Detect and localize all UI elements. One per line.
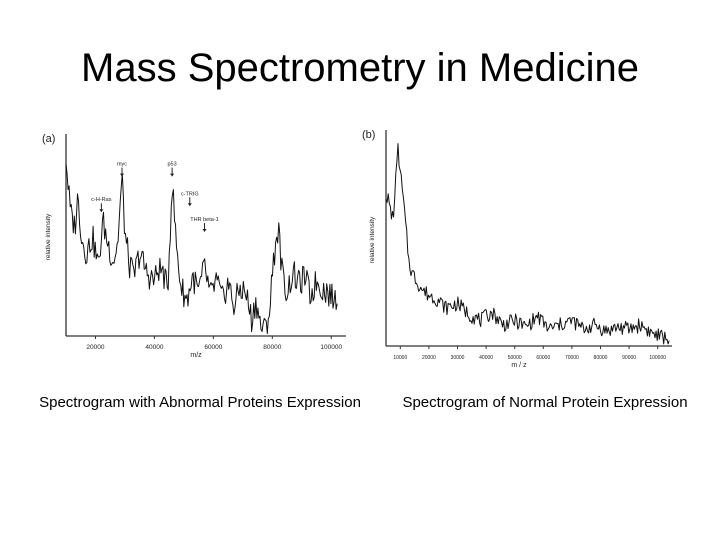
annotation-arrowhead bbox=[120, 173, 124, 177]
x-tick-label: 80000 bbox=[594, 355, 608, 361]
x-tick-label: 60000 bbox=[204, 344, 222, 351]
annotation-label: p53 bbox=[168, 162, 177, 168]
panel-label: (b) bbox=[362, 129, 375, 141]
spectrogram-abnormal: (a) 20000 40000 60000 80000 100000 m/z relative… bbox=[36, 128, 356, 368]
annotation-label: c-H-Ras bbox=[91, 197, 111, 203]
x-tick-label: 10000 bbox=[393, 355, 407, 361]
x-tick-label: 100000 bbox=[320, 344, 342, 351]
series-line-abnormal bbox=[65, 164, 338, 334]
x-tick-label: 80000 bbox=[263, 344, 281, 351]
x-tick-label: 40000 bbox=[145, 344, 163, 351]
panel-label: (a) bbox=[42, 133, 55, 145]
x-tick-label: 60000 bbox=[536, 355, 550, 361]
x-tick-label: 20000 bbox=[422, 355, 436, 361]
y-axis-label: relative intensity bbox=[369, 216, 376, 263]
caption-normal: Spectrogram of Normal Protein Expression bbox=[402, 394, 688, 411]
series-line-normal bbox=[385, 143, 670, 345]
x-tick-label: 90000 bbox=[622, 355, 636, 361]
spectrogram-normal-plot: (b) 10000 20000 30000 40000 50000 60000 70000 80… bbox=[362, 129, 672, 369]
x-axis-label: m / z bbox=[511, 362, 527, 368]
x-tick-label: 40000 bbox=[479, 355, 493, 361]
x-tick-label: 70000 bbox=[565, 355, 579, 361]
slide-title: Mass Spectrometry in Medicine bbox=[81, 46, 639, 90]
x-tick-label: 20000 bbox=[86, 344, 104, 351]
annotation-arrowhead bbox=[202, 229, 207, 233]
x-axis-label: m/z bbox=[190, 352, 202, 359]
y-axis-label: relative intensity bbox=[45, 213, 52, 260]
x-tick-label: 50000 bbox=[508, 355, 522, 361]
annotation-label: c-TRIG bbox=[181, 191, 199, 197]
spectrogram-abnormal-plot: (a) 20000 40000 60000 80000 100000 m/z relative… bbox=[42, 133, 346, 359]
x-tick-label: 100000 bbox=[649, 355, 666, 361]
annotation-label: THR beta-1 bbox=[190, 217, 218, 223]
spectrogram-normal: (b) 10000 20000 30000 40000 50000 60000 70000 80… bbox=[360, 128, 680, 369]
annotation-arrowhead bbox=[170, 173, 175, 177]
annotation-arrowhead bbox=[187, 203, 192, 207]
caption-abnormal: Spectrogram with Abnormal Proteins Expre… bbox=[39, 394, 361, 411]
annotation-arrowhead bbox=[99, 209, 104, 213]
x-tick-label: 30000 bbox=[451, 355, 465, 361]
annotation-label: myc bbox=[117, 162, 127, 168]
